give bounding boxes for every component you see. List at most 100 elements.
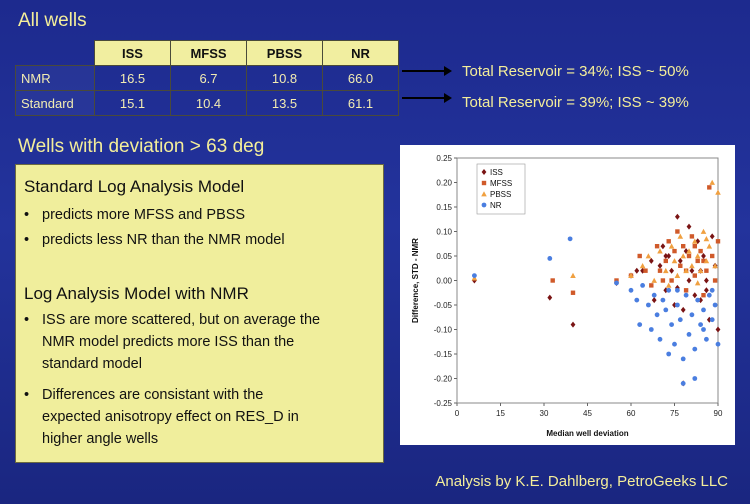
table-header-row: ISS MFSS PBSS NR bbox=[16, 40, 399, 66]
arrow-icon bbox=[402, 66, 452, 76]
data-point-pbss bbox=[671, 258, 678, 264]
data-point-iss bbox=[692, 292, 698, 299]
data-point-pbss bbox=[680, 253, 686, 259]
data-point-nr bbox=[640, 283, 645, 288]
data-point-pbss bbox=[694, 253, 701, 259]
data-point-pbss bbox=[703, 236, 710, 242]
data-point-nr bbox=[692, 346, 698, 352]
data-point-pbss bbox=[570, 272, 576, 278]
legend-marker bbox=[481, 180, 487, 186]
data-point-iss bbox=[704, 277, 709, 284]
title-all-wells: All wells bbox=[18, 10, 87, 31]
legend-label: PBSS bbox=[490, 190, 511, 199]
y-tick-label: 0.00 bbox=[436, 277, 452, 286]
data-point-nr bbox=[701, 307, 706, 313]
data-point-mfss bbox=[701, 293, 706, 298]
chart-panel: 0.25 0.20 0.15 0.10 0.05 0.00 -0.05 -0.10 -0.15 -… bbox=[400, 145, 735, 445]
data-point-nr bbox=[689, 312, 695, 318]
data-point-nr bbox=[672, 341, 677, 347]
y-tick-label: 0.25 bbox=[436, 154, 452, 163]
data-point-iss bbox=[672, 302, 677, 308]
data-point-iss bbox=[675, 213, 680, 220]
data-point-nr bbox=[715, 341, 721, 347]
x-tick-label: 30 bbox=[540, 409, 549, 418]
data-point-mfss bbox=[692, 273, 697, 278]
data-point-mfss bbox=[701, 258, 706, 264]
data-point-nr bbox=[669, 322, 674, 327]
data-point-pbss bbox=[657, 248, 663, 254]
result-nmr: Total Reservoir = 34%; ISS ~ 50% bbox=[462, 63, 689, 80]
data-point-mfss bbox=[660, 278, 666, 283]
bullet-text: standard model bbox=[42, 356, 142, 372]
data-point-mfss bbox=[637, 253, 642, 259]
title-deviation: Wells with deviation > 63 deg bbox=[18, 136, 265, 157]
credit-text: Analysis by K.E. Dahlberg, PetroGeeks LL… bbox=[435, 473, 728, 490]
data-point-nr bbox=[686, 332, 692, 337]
x-tick-label: 90 bbox=[714, 409, 723, 418]
data-point-pbss bbox=[674, 272, 681, 278]
data-point-mfss bbox=[654, 244, 660, 249]
data-point-nr bbox=[614, 280, 619, 286]
data-point-nr bbox=[709, 287, 715, 293]
data-point-pbss bbox=[663, 267, 669, 274]
bullet-text: Differences are consistant with the bbox=[42, 387, 264, 403]
table-row: NMR 16.5 6.7 10.8 66.0 bbox=[15, 65, 399, 91]
data-point-mfss bbox=[707, 185, 712, 190]
bullet-text: higher angle wells bbox=[42, 431, 159, 447]
data-point-iss bbox=[686, 223, 692, 230]
bullet-item: • predicts more MFSS and PBSS bbox=[24, 207, 246, 223]
data-point-nr bbox=[701, 327, 706, 332]
table-cell: 66.0 bbox=[322, 65, 399, 91]
y-tick-label: 0.10 bbox=[436, 228, 452, 237]
data-point-nr bbox=[472, 273, 477, 278]
y-tick-label: -0.05 bbox=[434, 301, 453, 310]
table-header-cell: NR bbox=[322, 40, 399, 66]
data-point-nr bbox=[706, 292, 712, 298]
table-cell: 10.4 bbox=[170, 90, 247, 116]
y-tick-label: 0.20 bbox=[436, 179, 452, 188]
data-point-iss bbox=[660, 243, 666, 250]
x-tick-label: 60 bbox=[627, 409, 636, 418]
data-point-mfss bbox=[704, 268, 709, 273]
data-point-pbss bbox=[645, 253, 652, 259]
data-point-nr bbox=[547, 256, 553, 261]
data-point-iss bbox=[634, 267, 640, 274]
data-point-nr bbox=[634, 297, 640, 303]
bullet-item: • ISS are more scattered, but on average … bbox=[24, 309, 320, 375]
legend-label: NR bbox=[490, 201, 502, 210]
data-point-nr bbox=[666, 351, 672, 357]
data-point-mfss bbox=[657, 268, 663, 273]
data-point-mfss bbox=[698, 248, 703, 254]
bullet-text: ISS are more scattered, but on average t… bbox=[42, 312, 321, 328]
bullet-text: NMR model predicts more ISS than the bbox=[42, 334, 295, 350]
table-header-cell: PBSS bbox=[246, 40, 323, 66]
data-point-nr bbox=[567, 236, 573, 242]
data-point-nr bbox=[712, 302, 718, 308]
data-point-nr bbox=[680, 381, 686, 386]
data-point-iss bbox=[666, 253, 672, 259]
data-point-nr bbox=[695, 297, 701, 303]
heading-nmr-model: Log Analysis Model with NMR bbox=[24, 284, 249, 303]
table-cell: 6.7 bbox=[170, 65, 247, 91]
data-point-iss bbox=[657, 262, 663, 269]
data-point-mfss bbox=[649, 283, 654, 288]
data-point-pbss bbox=[665, 282, 672, 288]
data-point-mfss bbox=[570, 290, 576, 295]
x-tick-label: 15 bbox=[496, 409, 505, 418]
data-point-iss bbox=[680, 306, 686, 313]
data-point-mfss bbox=[710, 253, 715, 259]
data-point-mfss bbox=[695, 258, 700, 264]
table-header-cell: ISS bbox=[94, 40, 171, 66]
x-tick-label: 0 bbox=[455, 409, 460, 418]
summary-box: Standard Log Analysis Model • predicts mo… bbox=[15, 164, 384, 463]
table-cell: 13.5 bbox=[246, 90, 323, 116]
data-point-mfss bbox=[663, 258, 668, 264]
data-point-pbss bbox=[651, 277, 657, 283]
arrow-icon bbox=[402, 93, 452, 103]
data-point-pbss bbox=[703, 258, 710, 264]
data-point-nr bbox=[646, 302, 651, 308]
data-point-nr bbox=[651, 292, 657, 298]
data-point-nr bbox=[709, 317, 715, 323]
data-point-iss bbox=[689, 267, 695, 274]
legend-label: MFSS bbox=[490, 179, 512, 188]
